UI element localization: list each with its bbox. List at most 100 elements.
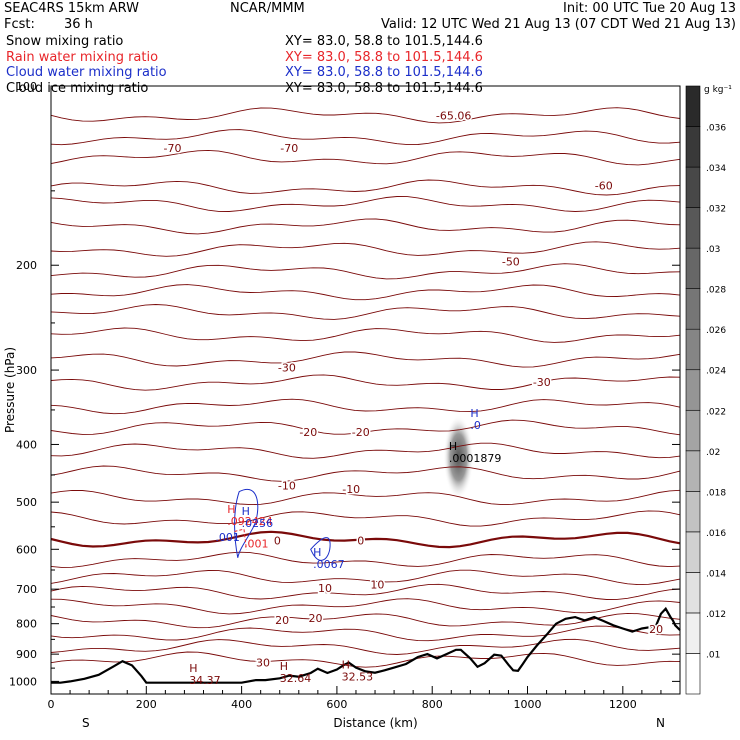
isotherm-line bbox=[50, 638, 681, 655]
isotherm-line bbox=[50, 129, 681, 146]
contour-label: -70 bbox=[280, 142, 298, 155]
isotherm-line bbox=[50, 419, 681, 436]
shaded-field bbox=[443, 415, 474, 500]
field-xy: XY= 83.0, 58.8 to 101.5,144.6 bbox=[285, 49, 483, 65]
contour-label: -10 bbox=[278, 480, 296, 493]
extremum-marker: H bbox=[227, 503, 235, 516]
cloud-water-contour bbox=[234, 488, 259, 558]
field-xy: XY= 83.0, 58.8 to 101.5,144.6 bbox=[285, 65, 483, 80]
y-axis-label: Pressure (hPa) bbox=[3, 347, 17, 433]
contour-label: 10 bbox=[370, 578, 384, 591]
colorbar-swatch bbox=[685, 207, 701, 249]
contour-label: -30 bbox=[278, 361, 296, 374]
colorbar-tick-label: .014 bbox=[706, 569, 726, 579]
contour-labels: -70 -70 -60 -50 -30 -30 -20 -20 -10 -10 0 0 10 10 20 20… bbox=[162, 108, 665, 687]
x-tick-label: 200 bbox=[136, 698, 157, 711]
contour-label: -65.06 bbox=[436, 109, 471, 122]
colorbar-swatch bbox=[685, 126, 701, 168]
extremum-value: .0067 bbox=[313, 558, 345, 571]
contour-label: 10 bbox=[318, 582, 332, 595]
field-name: Snow mixing ratio bbox=[6, 34, 124, 49]
contour-label: -30 bbox=[533, 376, 551, 389]
contour-label: 0 bbox=[274, 535, 281, 548]
temperature-contours bbox=[50, 107, 681, 668]
extremum-value: 32.53 bbox=[342, 670, 374, 683]
y-tick-label: 600 bbox=[16, 543, 37, 556]
isotherm-line bbox=[50, 510, 681, 527]
extremum-value: .001 bbox=[215, 531, 240, 544]
field-name: Rain water mixing ratio bbox=[6, 49, 159, 65]
init-time: Init: 00 UTC Tue 20 Aug 13 bbox=[563, 1, 736, 16]
x-tick-label: 800 bbox=[422, 698, 443, 711]
extremum-marker: H bbox=[280, 660, 288, 673]
valid-time: Valid: 12 UTC Wed 21 Aug 13 (07 CDT Wed … bbox=[381, 17, 736, 32]
isotherm-line bbox=[50, 625, 681, 642]
isotherm-line bbox=[50, 218, 681, 235]
extremum-value: .092424 bbox=[227, 515, 273, 528]
forecast-hours: 36 h bbox=[64, 17, 93, 32]
extremum-value: .001 bbox=[244, 537, 269, 550]
contour-label: 20 bbox=[649, 623, 663, 636]
forecast-label: Fcst: bbox=[4, 17, 35, 32]
x-tick-label: 400 bbox=[231, 698, 252, 711]
colorbar-swatch bbox=[685, 491, 701, 533]
extremum-marker: H bbox=[342, 658, 350, 671]
colorbar-swatch bbox=[685, 85, 701, 127]
contour-label: -20 bbox=[352, 426, 370, 439]
isotherm-line bbox=[50, 442, 681, 459]
colorbar-tick-label: .022 bbox=[706, 407, 726, 417]
x-axis-label: Distance (km) bbox=[333, 716, 417, 730]
y-tick-label: 1000 bbox=[9, 675, 37, 688]
colorbar: .01 .012 .014 .016 .018 .02 .022 .024 .026 .028 .0… bbox=[685, 85, 732, 695]
contour-label: -20 bbox=[299, 426, 317, 439]
plot-frame bbox=[50, 85, 681, 695]
contour-label: 20 bbox=[308, 612, 322, 625]
snow-shading bbox=[443, 415, 474, 500]
isotherm-line bbox=[50, 263, 681, 280]
y-tick-label: 900 bbox=[16, 648, 37, 661]
colorbar-tick-label: .024 bbox=[706, 367, 726, 377]
colorbar-tick-label: .036 bbox=[706, 124, 726, 134]
contour-label: -50 bbox=[502, 255, 520, 268]
colorbar-swatch bbox=[685, 653, 701, 695]
colorbar-tick-label: .034 bbox=[706, 164, 726, 174]
colorbar-tick-label: .026 bbox=[706, 326, 726, 336]
north-end-label: N bbox=[656, 716, 665, 730]
colorbar-swatch bbox=[685, 450, 701, 492]
colorbar-swatch bbox=[685, 288, 701, 330]
colorbar-swatch bbox=[685, 531, 701, 573]
contour-label: -10 bbox=[342, 483, 360, 496]
x-tick-label: 0 bbox=[48, 698, 55, 711]
x-tick-label: 600 bbox=[326, 698, 347, 711]
extremum-marker: H bbox=[189, 662, 197, 675]
colorbar-tick-label: .032 bbox=[706, 205, 726, 215]
extremum-marker: H bbox=[242, 505, 250, 518]
isotherm-line bbox=[50, 284, 681, 301]
isotherm-line bbox=[50, 465, 681, 482]
contour-label: -70 bbox=[164, 142, 182, 155]
isotherm-line bbox=[50, 398, 681, 415]
extremum-value: 34.37 bbox=[189, 674, 221, 687]
field-xy: XY= 83.0, 58.8 to 101.5,144.6 bbox=[285, 34, 483, 49]
isotherm-line bbox=[50, 489, 681, 506]
colorbar-tick-label: .028 bbox=[706, 286, 726, 296]
field-name: Cloud ice mixing ratio bbox=[6, 80, 149, 96]
colorbar-unit: g kg⁻¹ bbox=[704, 85, 732, 95]
colorbar-swatch bbox=[685, 409, 701, 452]
isotherm-line bbox=[50, 107, 681, 124]
contour-label: -60 bbox=[595, 180, 613, 193]
colorbar-tick-label: .016 bbox=[706, 529, 726, 539]
field-name: Cloud water mixing ratio bbox=[6, 65, 167, 80]
cloud-water-contour bbox=[310, 537, 331, 561]
colorbar-swatch bbox=[685, 612, 701, 654]
isotherm-line bbox=[50, 612, 681, 629]
x-tick-label: 1000 bbox=[514, 698, 542, 711]
isotherm-line bbox=[50, 351, 681, 368]
isotherm-line bbox=[50, 149, 681, 166]
isotherm-line bbox=[50, 551, 681, 568]
y-tick-label: 500 bbox=[16, 496, 37, 509]
extremum-marker: H bbox=[313, 546, 321, 559]
y-tick-label: 400 bbox=[16, 438, 37, 451]
